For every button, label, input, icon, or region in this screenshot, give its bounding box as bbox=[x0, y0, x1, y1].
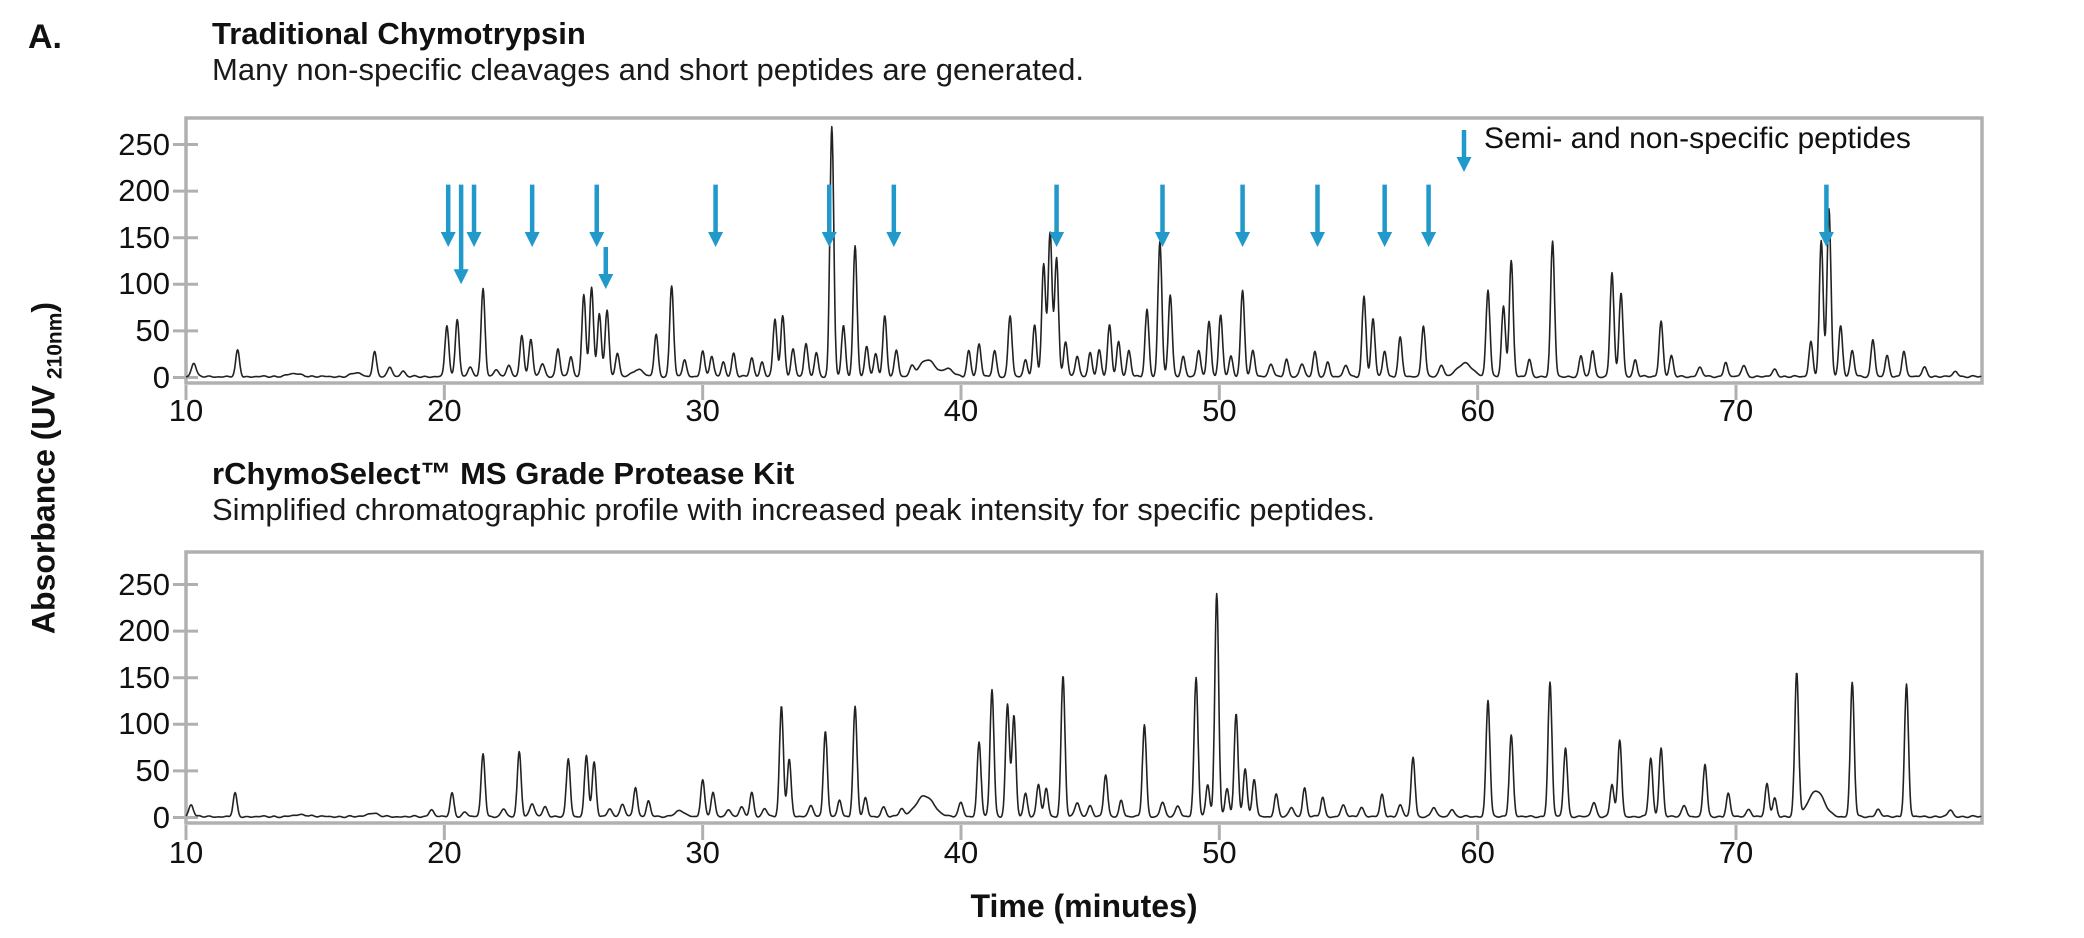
peptide-arrow-head bbox=[1818, 232, 1834, 248]
peptide-arrow-head bbox=[1309, 232, 1325, 248]
x-tick-label: 10 bbox=[168, 393, 204, 428]
x-tick-label: 60 bbox=[1460, 835, 1495, 870]
x-tick-label: 30 bbox=[685, 835, 720, 870]
chart2-title: rChymoSelect™ MS Grade Protease Kit bbox=[212, 456, 795, 491]
peptide-arrow-head bbox=[1235, 232, 1251, 248]
peptide-arrow-head bbox=[589, 232, 605, 248]
legend: Semi- and non-specific peptides bbox=[1452, 116, 1911, 174]
x-tick-label: 40 bbox=[943, 835, 979, 870]
y-axis-label-close: ) bbox=[25, 301, 62, 313]
y-tick-label: 250 bbox=[118, 566, 170, 602]
y-tick-label: 250 bbox=[118, 126, 170, 162]
y-tick-label: 100 bbox=[118, 266, 170, 302]
x-tick-label: 50 bbox=[1202, 393, 1237, 428]
y-axis-label: Absorbance (UV 210nm) bbox=[25, 301, 67, 635]
y-tick-label: 150 bbox=[118, 659, 170, 695]
x-tick-label: 60 bbox=[1460, 393, 1495, 428]
plot-border bbox=[184, 550, 1984, 825]
chart1-subtitle: Many non-specific cleavages and short pe… bbox=[212, 52, 1084, 87]
peptide-arrow-head bbox=[524, 232, 540, 248]
peptide-arrow-head bbox=[1049, 232, 1065, 248]
x-tick-label: 20 bbox=[427, 835, 462, 870]
peptide-arrow-head bbox=[1154, 232, 1170, 248]
legend-label: Semi- and non-specific peptides bbox=[1484, 122, 1911, 155]
y-tick-label: 50 bbox=[135, 312, 170, 348]
trace-path bbox=[185, 592, 1982, 819]
x-tick-label: 10 bbox=[168, 835, 204, 870]
y-tick-label: 0 bbox=[152, 359, 170, 395]
x-tick-label: 40 bbox=[943, 393, 979, 428]
y-tick-label: 0 bbox=[152, 799, 170, 835]
peptide-arrow-head bbox=[440, 232, 456, 248]
x-axis-label: Time (minutes) bbox=[970, 888, 1198, 924]
chart2-subtitle: Simplified chromatographic profile with … bbox=[212, 492, 1376, 527]
peptide-arrow-head bbox=[1377, 232, 1393, 248]
y-tick-label: 50 bbox=[135, 752, 170, 788]
x-tick-label: 20 bbox=[427, 393, 462, 428]
peptide-arrow-head bbox=[453, 269, 469, 285]
chart1-title: Traditional Chymotrypsin bbox=[212, 16, 586, 51]
chromatogram-rchymoselect bbox=[173, 550, 1984, 840]
down-arrow-icon bbox=[1456, 130, 1472, 172]
plot-border bbox=[184, 116, 1984, 385]
y-tick-label: 200 bbox=[118, 613, 170, 649]
panel-label: A. bbox=[28, 18, 62, 56]
y-tick-label: 200 bbox=[118, 173, 170, 209]
y-axis-label-subscript: 210nm bbox=[43, 312, 67, 380]
peptide-arrow-head bbox=[466, 232, 482, 248]
chromatogram-traditional-chymotrypsin bbox=[173, 116, 1984, 400]
peptide-arrow-head bbox=[598, 273, 614, 289]
peptide-arrow-head bbox=[1421, 232, 1437, 248]
peptide-arrow-head bbox=[708, 232, 724, 248]
trace-path bbox=[185, 125, 1982, 379]
x-tick-label: 70 bbox=[1718, 835, 1754, 870]
x-tick-label: 30 bbox=[685, 393, 720, 428]
x-tick-label: 70 bbox=[1718, 393, 1754, 428]
y-tick-label: 150 bbox=[118, 219, 170, 255]
y-tick-label: 100 bbox=[118, 706, 170, 742]
peptide-arrow-head bbox=[821, 232, 837, 248]
x-tick-label: 50 bbox=[1202, 835, 1237, 870]
y-axis-label-main: Absorbance (UV bbox=[25, 385, 62, 635]
peptide-arrow-head bbox=[886, 232, 902, 248]
